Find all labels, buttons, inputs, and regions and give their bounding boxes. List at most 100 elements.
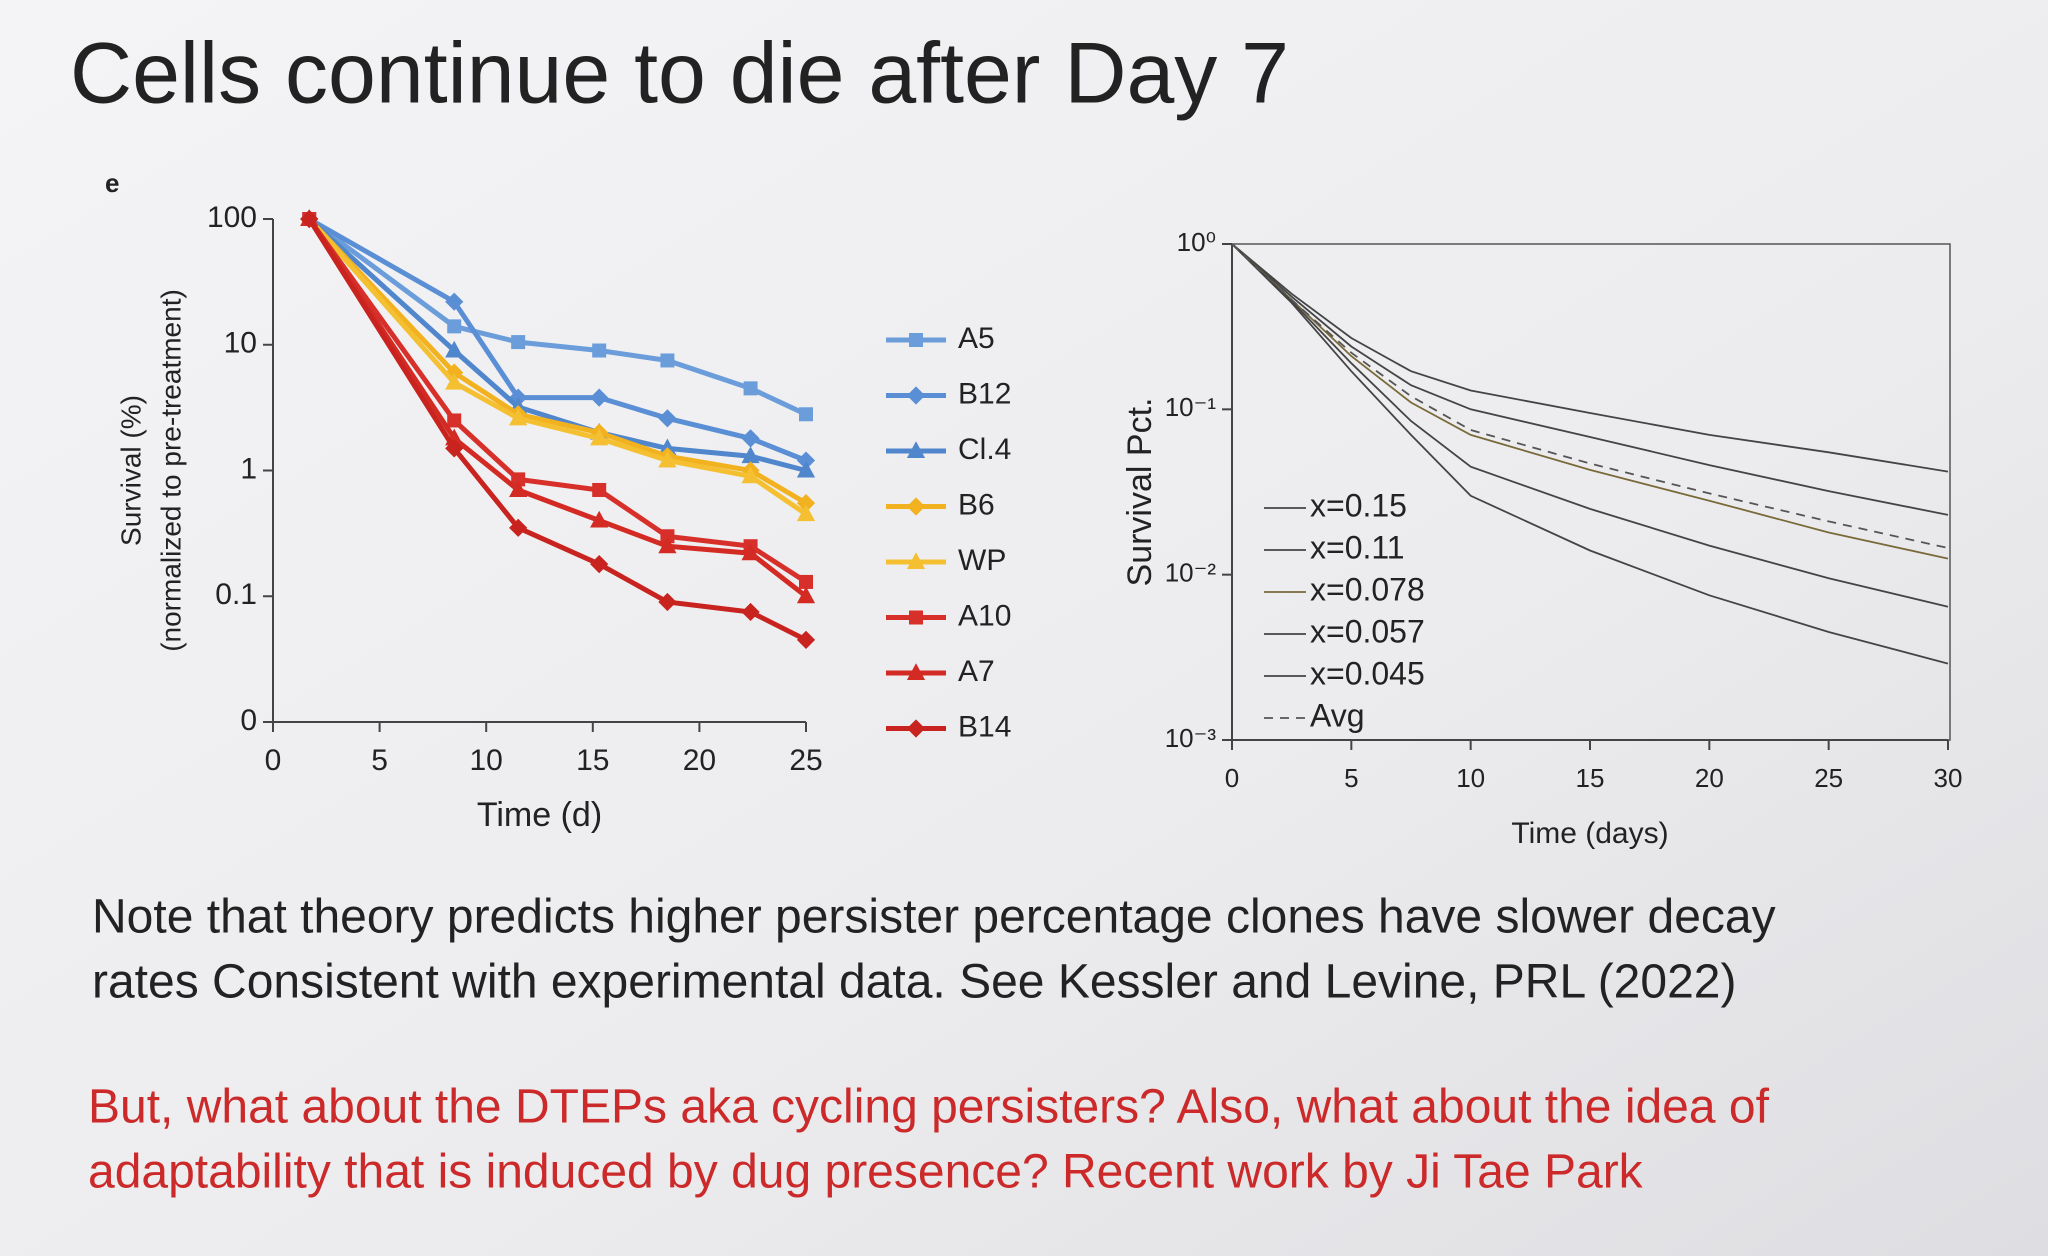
x-tick-label: 30 xyxy=(1934,763,1963,793)
marker xyxy=(447,413,462,428)
y-tick-label: 100 xyxy=(207,201,257,234)
panel-label: e xyxy=(105,168,119,198)
legend-label: x=0.045 xyxy=(1310,655,1425,691)
legend-label: x=0.057 xyxy=(1310,613,1425,649)
legend-label: A5 xyxy=(958,322,995,355)
legend-label: x=0.078 xyxy=(1310,571,1425,607)
series-line xyxy=(1231,243,1949,549)
y-tick-label: 10 xyxy=(224,327,257,360)
y-tick-label: 10⁻² xyxy=(1165,558,1217,588)
legend-label: Avg xyxy=(1310,697,1365,733)
marker xyxy=(743,381,758,396)
marker xyxy=(658,592,677,612)
marker xyxy=(741,602,760,622)
marker xyxy=(741,446,760,464)
marker xyxy=(509,408,528,426)
marker xyxy=(906,386,926,405)
marker xyxy=(909,610,923,625)
marker xyxy=(445,363,464,382)
y-tick-label: 10⁰ xyxy=(1177,227,1216,257)
marker xyxy=(796,586,816,604)
legend-label: B6 xyxy=(958,488,995,521)
marker xyxy=(799,407,813,422)
marker xyxy=(445,439,464,458)
marker xyxy=(796,494,816,513)
marker xyxy=(511,335,526,350)
marker xyxy=(509,480,528,497)
y-tick-label: 1 xyxy=(240,452,257,485)
marker xyxy=(660,529,675,544)
series-line xyxy=(1231,243,1949,560)
x-tick-label: 0 xyxy=(265,744,282,777)
marker xyxy=(796,630,816,649)
marker xyxy=(445,292,464,311)
series-line xyxy=(1231,243,1949,473)
legend-label: A10 xyxy=(958,599,1011,632)
x-tick-label: 10 xyxy=(1456,763,1485,793)
x-tick-label: 15 xyxy=(1576,763,1605,793)
marker xyxy=(660,353,675,368)
legend-label: WP xyxy=(958,544,1006,577)
x-tick-label: 25 xyxy=(1814,763,1843,793)
note-line: rates Consistent with experimental data.… xyxy=(92,956,1736,1009)
marker xyxy=(658,438,677,456)
legend-label: x=0.15 xyxy=(1310,487,1407,523)
marker xyxy=(592,482,607,497)
x-tick-label: 25 xyxy=(789,744,822,777)
marker xyxy=(909,333,923,347)
marker xyxy=(445,340,464,358)
y-axis-label: Survival (%) xyxy=(115,395,146,546)
marker xyxy=(511,472,526,487)
y-tick-label: 10⁻³ xyxy=(1165,723,1217,753)
legend-label: x=0.11 xyxy=(1310,529,1405,565)
marker xyxy=(906,441,926,458)
question-line: But, what about the DTEPs aka cycling pe… xyxy=(88,1081,1770,1134)
marker xyxy=(906,719,926,738)
x-tick-label: 10 xyxy=(470,744,503,777)
slide-title: Cells continue to die after Day 7 xyxy=(70,26,1289,122)
marker xyxy=(658,409,677,428)
y-axis-label: Survival Pct. xyxy=(1121,398,1159,587)
marker xyxy=(796,504,816,522)
marker xyxy=(509,518,528,537)
x-tick-label: 5 xyxy=(1344,763,1358,793)
marker xyxy=(906,497,926,516)
y-axis-label: (normalized to pre-treatment) xyxy=(155,289,186,652)
marker xyxy=(658,536,677,554)
y-tick-label: 10⁻¹ xyxy=(1165,392,1217,422)
x-tick-label: 20 xyxy=(1695,763,1724,793)
marker xyxy=(447,319,462,334)
y-tick-label: 0 xyxy=(240,704,257,737)
marker xyxy=(799,574,813,589)
note-line: Note that theory predicts higher persist… xyxy=(92,891,1776,944)
marker xyxy=(590,428,609,446)
marker xyxy=(300,209,319,229)
marker xyxy=(741,543,760,561)
series-line xyxy=(1231,243,1949,516)
legend-label: A7 xyxy=(958,655,995,688)
marker xyxy=(906,663,926,680)
legend-label: Cl.4 xyxy=(958,433,1011,466)
legend-label: B14 xyxy=(958,710,1011,743)
question-line: adaptability that is induced by dug pres… xyxy=(88,1146,1644,1199)
marker xyxy=(658,450,677,468)
marker xyxy=(445,372,464,390)
marker xyxy=(590,510,609,528)
marker xyxy=(741,429,760,448)
marker xyxy=(590,555,609,574)
x-tick-label: 5 xyxy=(371,744,388,777)
marker xyxy=(590,388,609,407)
marker xyxy=(741,466,760,484)
x-axis-label: Time (d) xyxy=(477,796,602,834)
x-tick-label: 15 xyxy=(576,744,609,777)
marker xyxy=(592,343,607,358)
series-line xyxy=(1231,243,1949,665)
marker xyxy=(796,460,816,478)
series-line xyxy=(1231,243,1949,608)
marker xyxy=(796,451,816,470)
x-tick-label: 20 xyxy=(683,744,716,777)
x-tick-label: 0 xyxy=(1225,763,1239,793)
marker xyxy=(906,552,926,569)
